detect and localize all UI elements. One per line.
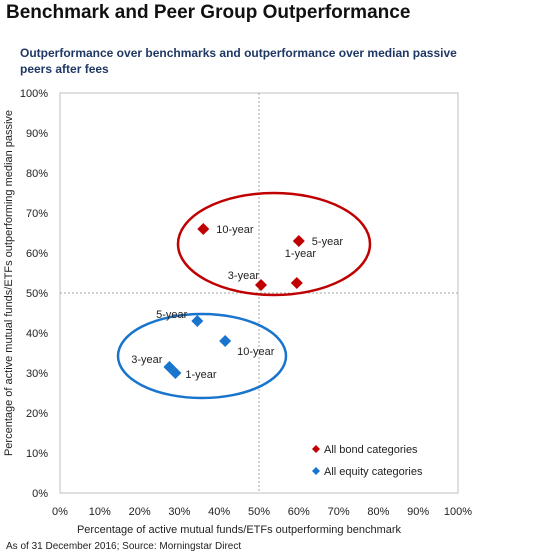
legend-label: All bond categories <box>324 444 418 456</box>
y-tick-label: 40% <box>26 328 48 340</box>
equity-group-ellipse <box>116 312 288 400</box>
y-tick-label: 60% <box>26 248 48 260</box>
legend-label: All equity categories <box>324 466 423 478</box>
data-point <box>169 367 182 379</box>
y-tick-label: 20% <box>26 408 48 420</box>
x-axis-label: Percentage of active mutual funds/ETFs o… <box>77 524 402 536</box>
x-tick-label: 100% <box>444 506 472 518</box>
source-note: As of 31 December 2016; Source: Mornings… <box>6 541 242 552</box>
data-point-label: 10-year <box>216 224 254 236</box>
data-point <box>191 315 204 327</box>
y-tick-label: 100% <box>20 88 48 100</box>
data-point <box>292 235 305 247</box>
data-point-label: 1-year <box>185 369 217 381</box>
data-point-label: 10-year <box>237 346 275 358</box>
data-point <box>219 335 232 347</box>
y-tick-label: 80% <box>26 168 48 180</box>
data-point-label: 3-year <box>131 354 163 366</box>
bond-group-ellipse <box>176 191 372 297</box>
data-point-label: 5-year <box>312 236 344 248</box>
data-point-label: 5-year <box>156 309 188 321</box>
data-point <box>197 223 210 235</box>
x-tick-label: 80% <box>367 506 389 518</box>
y-tick-label: 50% <box>26 288 48 300</box>
x-tick-label: 60% <box>288 506 310 518</box>
data-point <box>290 277 303 289</box>
chart-subtitle: Outperformance over benchmarks and outpe… <box>20 46 457 76</box>
page-title: Benchmark and Peer Group Outperformance <box>6 2 411 23</box>
data-point <box>254 279 267 291</box>
x-tick-label: 90% <box>407 506 429 518</box>
x-tick-label: 70% <box>328 506 350 518</box>
y-tick-label: 90% <box>26 128 48 140</box>
legend-marker <box>312 467 320 475</box>
data-point-label: 3-year <box>228 270 260 282</box>
legend-marker <box>312 445 320 453</box>
data-point-label: 1-year <box>285 248 317 260</box>
y-tick-label: 10% <box>26 448 48 460</box>
x-tick-label: 50% <box>248 506 270 518</box>
y-tick-label: 30% <box>26 368 48 380</box>
x-tick-label: 20% <box>129 506 151 518</box>
y-tick-label: 0% <box>32 488 48 500</box>
y-tick-label: 70% <box>26 208 48 220</box>
x-tick-label: 0% <box>52 506 68 518</box>
x-tick-label: 10% <box>89 506 111 518</box>
x-tick-label: 30% <box>168 506 190 518</box>
y-axis-label: Percentage of active mutual funds/ETFs o… <box>3 110 15 456</box>
x-tick-label: 40% <box>208 506 230 518</box>
